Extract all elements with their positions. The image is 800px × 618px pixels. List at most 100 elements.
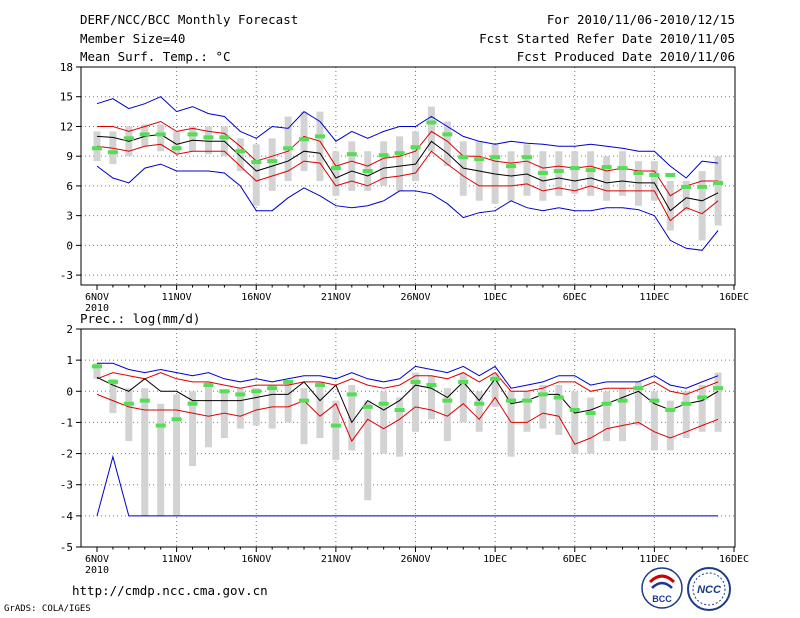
x-tick-label: 16DEC bbox=[719, 554, 749, 565]
ensemble-box bbox=[284, 381, 292, 423]
ensemble-box bbox=[523, 144, 531, 196]
x-tick-label: 6NOV bbox=[85, 554, 109, 565]
series-max bbox=[96, 96, 719, 179]
ensemble-box bbox=[427, 375, 435, 420]
x-tick-label: 21NOV bbox=[321, 554, 351, 565]
variable-label: Mean Surf. Temp.: °C bbox=[80, 49, 231, 64]
source-url[interactable]: http://cmdp.ncc.cma.gov.cn bbox=[72, 583, 268, 598]
member-size: Member Size=40 bbox=[80, 31, 186, 46]
x-tick-label: 1DEC bbox=[483, 554, 507, 565]
ensemble-box bbox=[634, 161, 642, 206]
ensemble-box bbox=[698, 385, 706, 432]
x-tick-label: 6DEC bbox=[563, 554, 587, 565]
ensemble-box bbox=[539, 385, 547, 429]
y-tick-label: 12 bbox=[60, 120, 73, 133]
x-year-label: 2010 bbox=[85, 565, 109, 576]
x-tick-label: 6NOV bbox=[85, 292, 109, 303]
ensemble-box bbox=[332, 400, 340, 460]
ensemble-box bbox=[714, 156, 722, 226]
ensemble-box bbox=[252, 388, 260, 426]
ensemble-box bbox=[236, 138, 244, 172]
ensemble-box bbox=[427, 106, 435, 152]
ensemble-box bbox=[348, 141, 356, 191]
y-tick-label: -3 bbox=[60, 479, 73, 492]
series-mean bbox=[96, 376, 719, 424]
y-tick-label: -2 bbox=[60, 448, 73, 461]
ensemble-box bbox=[650, 391, 658, 451]
ensemble-box bbox=[252, 144, 260, 206]
ensemble-box bbox=[300, 388, 308, 445]
ensemble-box bbox=[475, 391, 483, 432]
forecast-period: For 2010/11/06-2010/12/15 bbox=[546, 12, 735, 27]
ensemble-box bbox=[666, 400, 674, 451]
x-tick-label: 11DEC bbox=[639, 554, 669, 565]
y-tick-label: -5 bbox=[60, 541, 73, 554]
ensemble-box bbox=[189, 126, 197, 152]
x-tick-label: 1DEC bbox=[483, 292, 507, 303]
plot-frame bbox=[80, 66, 736, 286]
y-tick-label: -3 bbox=[60, 269, 73, 282]
y-tick-label: 15 bbox=[60, 91, 73, 104]
x-tick-label: 21NOV bbox=[321, 292, 351, 303]
ensemble-box bbox=[459, 372, 467, 423]
ensemble-box bbox=[396, 136, 404, 191]
ensemble-box bbox=[141, 388, 149, 516]
x-tick-label: 6DEC bbox=[563, 292, 587, 303]
forecast-produced: Fcst Produced Date 2010/11/06 bbox=[516, 49, 735, 64]
ensemble-box bbox=[603, 156, 611, 201]
ensemble-box bbox=[571, 151, 579, 194]
plot-frame bbox=[80, 328, 736, 548]
x-tick-label: 11DEC bbox=[639, 292, 669, 303]
ensemble-box bbox=[332, 151, 340, 196]
ensemble-box bbox=[619, 151, 627, 196]
ensemble-box bbox=[650, 161, 658, 201]
ensemble-box bbox=[316, 381, 324, 438]
ensemble-box bbox=[507, 391, 515, 457]
x-year-label: 2010 bbox=[85, 303, 109, 314]
ensemble-box bbox=[364, 400, 372, 501]
ensemble-box bbox=[316, 111, 324, 181]
ensemble-box bbox=[682, 391, 690, 438]
y-tick-label: 2 bbox=[66, 323, 73, 336]
ensemble-box bbox=[109, 131, 117, 165]
x-tick-label: 26NOV bbox=[400, 554, 430, 565]
ensemble-box bbox=[603, 391, 611, 442]
y-tick-label: 3 bbox=[66, 210, 73, 223]
series-min bbox=[96, 163, 719, 251]
ensemble-box bbox=[157, 403, 165, 516]
ensemble-box bbox=[93, 363, 101, 379]
ensemble-box bbox=[571, 391, 579, 454]
ensemble-box bbox=[157, 124, 165, 152]
series-mean_plus_std bbox=[96, 371, 719, 395]
ensemble-box bbox=[204, 381, 212, 448]
ensemble-box bbox=[619, 388, 627, 442]
series-mean_minus_std bbox=[96, 393, 719, 445]
ensemble-box bbox=[698, 171, 706, 241]
ensemble-box bbox=[523, 391, 531, 432]
ensemble-box bbox=[236, 388, 244, 429]
bcc-logo-icon: BCC bbox=[641, 567, 683, 609]
ensemble-box bbox=[125, 388, 133, 442]
ensemble-box bbox=[412, 372, 419, 432]
ensemble-box bbox=[204, 126, 212, 155]
ensemble-box bbox=[173, 131, 181, 154]
x-tick-label: 11NOV bbox=[162, 554, 192, 565]
ensemble-box bbox=[634, 381, 642, 426]
chart-panel-2: 2 1 0 -1 -2 -3 -4 -5 6NOV 11NOV 16NOV 21NOV 26NOV 1DE… bbox=[60, 311, 749, 576]
ensemble-box bbox=[555, 151, 563, 196]
y-tick-label: 1 bbox=[66, 354, 73, 367]
ensemble-box bbox=[220, 391, 228, 438]
y-tick-label: -1 bbox=[60, 416, 73, 429]
y-tick-label: 9 bbox=[66, 150, 73, 163]
x-tick-label: 16NOV bbox=[241, 292, 271, 303]
series-max bbox=[97, 362, 719, 389]
series-min bbox=[96, 454, 719, 517]
series-mean bbox=[96, 133, 719, 212]
x-tick-label: 16DEC bbox=[719, 292, 749, 303]
y-tick-label: 6 bbox=[66, 180, 73, 193]
ensemble-box bbox=[443, 388, 451, 442]
ensemble-box bbox=[380, 141, 388, 186]
y-tick-label: 0 bbox=[66, 385, 73, 398]
y-tick-label: -4 bbox=[60, 510, 74, 523]
